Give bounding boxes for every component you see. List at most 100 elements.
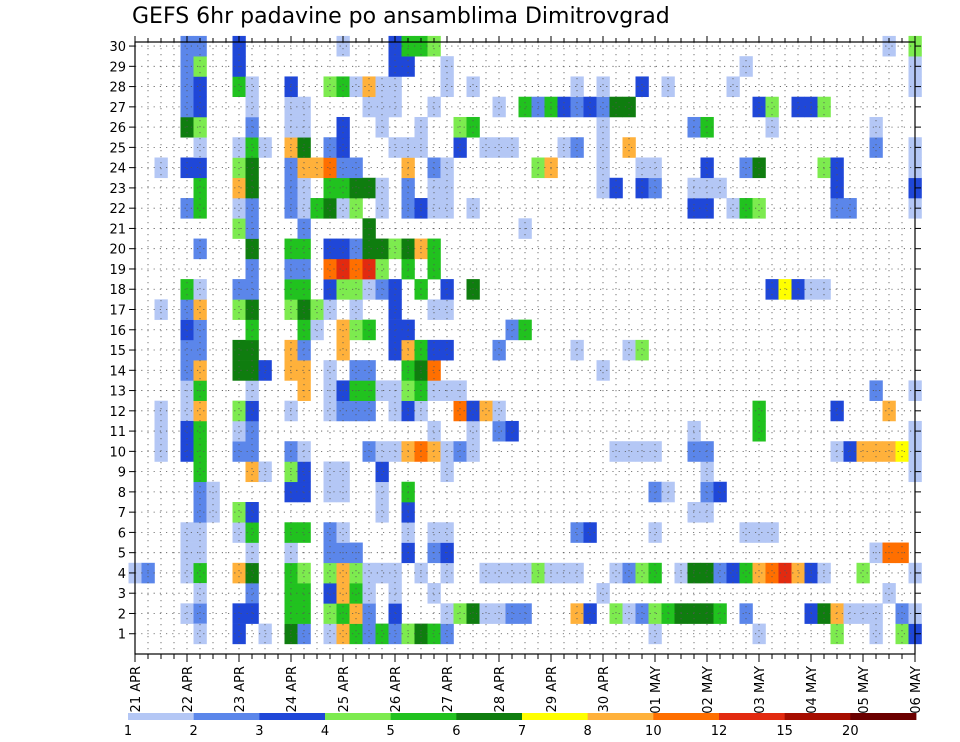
colorbar-swatch: [325, 713, 392, 720]
heatmap-cell: [492, 96, 506, 118]
heatmap-cell: [830, 623, 844, 645]
heatmap-cell: [700, 502, 714, 523]
heatmap-cell: [453, 400, 467, 422]
heatmap-cell: [479, 137, 493, 158]
heatmap-cell: [440, 623, 454, 645]
heatmap-cell: [206, 502, 220, 523]
heatmap-cell: [232, 502, 246, 523]
heatmap-cell: [232, 562, 246, 584]
heatmap-cell: [752, 157, 766, 179]
heatmap-cell: [297, 339, 311, 361]
heatmap-cell: [843, 441, 857, 462]
heatmap-cell: [336, 461, 350, 483]
heatmap-cell: [518, 96, 532, 118]
heatmap-cell: [518, 603, 532, 624]
heatmap-cell: [336, 35, 350, 57]
heatmap-cell: [648, 562, 662, 584]
heatmap-cell: [336, 279, 350, 300]
heatmap-cell: [440, 177, 454, 199]
x-tick-label: 02 MAY: [701, 666, 716, 714]
x-tick-label: 27 APR: [441, 666, 456, 712]
heatmap-cell: [297, 623, 311, 645]
y-tick-label: 24: [109, 162, 126, 177]
heatmap-cell: [609, 603, 623, 624]
heatmap-cell: [570, 522, 584, 543]
x-tick-label: 04 MAY: [805, 666, 820, 714]
heatmap-cell: [388, 319, 402, 341]
heatmap-cell: [323, 258, 337, 280]
heatmap-cell: [388, 238, 402, 260]
heatmap-cell: [882, 441, 896, 462]
heatmap-cell: [245, 116, 259, 138]
heatmap-cell: [375, 177, 389, 199]
heatmap-cell: [310, 198, 324, 219]
heatmap-cell: [336, 603, 350, 624]
heatmap-cell: [440, 603, 454, 624]
colorbar-swatch: [850, 713, 917, 720]
y-tick-label: 5: [118, 547, 126, 562]
heatmap-cell: [635, 441, 649, 462]
heatmap-cell: [154, 441, 168, 462]
x-tick-label: 05 MAY: [857, 666, 872, 714]
heatmap-cell: [297, 198, 311, 219]
colorbar-label: 3: [255, 724, 263, 739]
heatmap-cell: [323, 157, 337, 179]
heatmap-cell: [362, 319, 376, 341]
heatmap-cell: [700, 562, 714, 584]
x-tick-label: 24 APR: [285, 666, 300, 712]
heatmap-cell: [830, 177, 844, 199]
heatmap-cell: [570, 603, 584, 624]
heatmap-cell: [245, 603, 259, 624]
heatmap-cell: [427, 522, 441, 543]
heatmap-cell: [752, 96, 766, 118]
heatmap-cell: [232, 603, 246, 624]
heatmap-cell: [154, 400, 168, 422]
heatmap-cell: [622, 603, 636, 624]
heatmap-cell: [193, 76, 207, 98]
heatmap-cell: [739, 157, 753, 179]
heatmap-cell: [388, 76, 402, 98]
heatmap-cell: [583, 603, 597, 624]
heatmap-cell: [297, 319, 311, 341]
heatmap-cell: [700, 441, 714, 462]
heatmap-cell: [388, 441, 402, 462]
heatmap-cell: [375, 258, 389, 280]
heatmap-cell: [635, 562, 649, 584]
heatmap-cell: [427, 258, 441, 280]
heatmap-cell: [635, 157, 649, 179]
heatmap-cell: [336, 623, 350, 645]
heatmap-cell: [661, 603, 675, 624]
heatmap-cell: [336, 562, 350, 584]
heatmap-cell: [609, 441, 623, 462]
heatmap-cell: [427, 157, 441, 179]
colorbar-label: 2: [190, 724, 198, 739]
heatmap-cell: [752, 420, 766, 442]
heatmap-cell: [375, 562, 389, 584]
heatmap-cell: [869, 137, 883, 158]
heatmap-cell: [180, 420, 194, 442]
heatmap-cell: [557, 137, 571, 158]
heatmap-cell: [492, 603, 506, 624]
heatmap-cell: [466, 441, 480, 462]
x-tick-label: 29 APR: [545, 666, 560, 712]
colorbar-label: 10: [645, 724, 662, 739]
heatmap-cell: [648, 157, 662, 179]
heatmap-cell: [596, 177, 610, 199]
y-tick-label: 13: [109, 385, 126, 400]
heatmap-cell: [297, 116, 311, 138]
heatmap-cell: [362, 177, 376, 199]
heatmap-cell: [154, 157, 168, 179]
x-tick-label: 21 APR: [129, 666, 144, 712]
heatmap-cell: [258, 461, 272, 483]
heatmap-cell: [362, 76, 376, 98]
heatmap-cell: [440, 461, 454, 483]
heatmap-cell: [323, 623, 337, 645]
heatmap-cell: [583, 522, 597, 543]
x-tick-label: 06 MAY: [909, 666, 924, 714]
heatmap-cell: [362, 279, 376, 300]
heatmap-cell: [518, 562, 532, 584]
heatmap-cell: [427, 583, 441, 604]
heatmap-cell: [388, 339, 402, 361]
heatmap-cell: [193, 238, 207, 260]
heatmap-cell: [323, 299, 337, 320]
